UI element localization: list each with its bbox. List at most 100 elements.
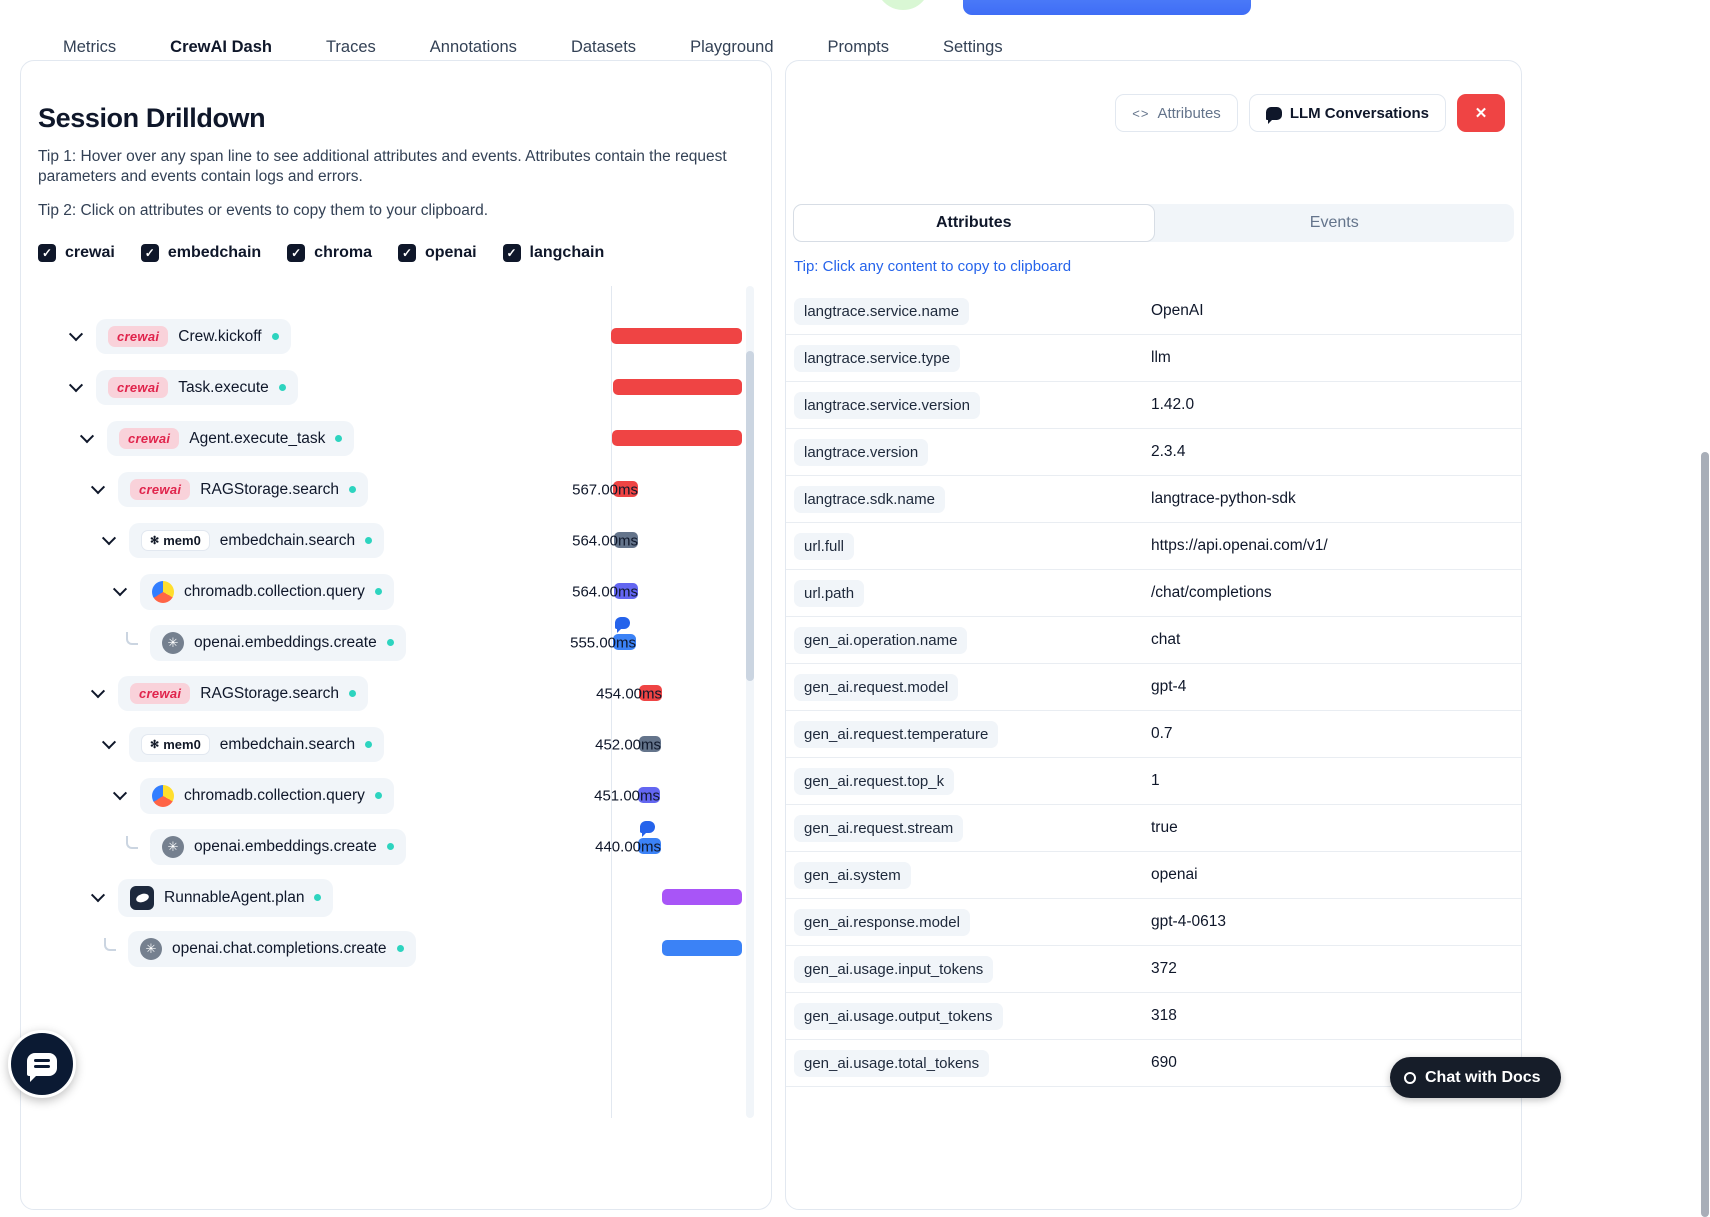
attribute-value[interactable]: gpt-4 [1151, 678, 1187, 695]
attribute-key[interactable]: gen_ai.operation.name [794, 626, 968, 654]
attribute-row[interactable]: langtrace.service.version 1.42.0 [786, 382, 1521, 429]
attribute-row[interactable]: url.full https://api.openai.com/v1/ [786, 523, 1521, 570]
nav-tab-prompts[interactable]: Prompts [827, 37, 889, 56]
attribute-row[interactable]: gen_ai.request.temperature 0.7 [786, 711, 1521, 758]
span-chip[interactable]: crewai RAGStorage.search [118, 676, 368, 711]
span-bar[interactable] [662, 889, 742, 905]
attribute-row[interactable]: gen_ai.request.model gpt-4 [786, 664, 1521, 711]
chevron-down-icon[interactable] [112, 581, 128, 596]
span-bar[interactable] [613, 634, 636, 650]
span-bar[interactable] [612, 430, 742, 446]
attribute-row[interactable]: langtrace.version 2.3.4 [786, 429, 1521, 476]
attribute-value[interactable]: gpt-4-0613 [1151, 913, 1226, 930]
attribute-key[interactable]: langtrace.service.version [794, 391, 980, 419]
attribute-row[interactable]: gen_ai.usage.input_tokens 372 [786, 946, 1521, 993]
span-chip[interactable]: RunnableAgent.plan [118, 878, 334, 917]
tree-scrollbar-thumb[interactable] [746, 351, 754, 681]
attribute-value[interactable]: 318 [1151, 1007, 1177, 1024]
credits-button[interactable]: Get more FREE credits for feedback » [963, 0, 1251, 15]
span-chip[interactable]: crewai Task.execute [96, 370, 298, 405]
attribute-value[interactable]: 1 [1151, 772, 1160, 789]
attribute-key[interactable]: gen_ai.usage.output_tokens [794, 1002, 1003, 1030]
attribute-value[interactable]: OpenAI [1151, 302, 1204, 319]
chevron-down-icon[interactable] [101, 734, 117, 749]
attribute-key[interactable]: gen_ai.usage.input_tokens [794, 955, 994, 983]
span-chip[interactable]: ✻ mem0 embedchain.search [129, 727, 385, 762]
attribute-key[interactable]: url.path [794, 579, 865, 607]
page-scrollbar[interactable] [1701, 452, 1709, 1217]
filter-checkbox-openai[interactable]: ✓ openai [397, 244, 477, 263]
attribute-row[interactable]: langtrace.service.type llm [786, 335, 1521, 382]
attribute-value[interactable]: 0.7 [1151, 725, 1173, 742]
attribute-key[interactable]: gen_ai.system [794, 861, 911, 889]
filter-checkbox-langchain[interactable]: ✓ langchain [502, 244, 604, 263]
attribute-row[interactable]: gen_ai.system openai [786, 852, 1521, 899]
attributes-button[interactable]: <> Attributes [1115, 94, 1238, 132]
attribute-key[interactable]: gen_ai.usage.total_tokens [794, 1049, 990, 1077]
span-bar[interactable] [639, 685, 662, 701]
chat-with-docs-button[interactable]: Chat with Docs [1390, 1057, 1561, 1098]
chat-widget-button[interactable] [8, 1030, 76, 1098]
attribute-value[interactable]: 372 [1151, 960, 1177, 977]
nav-tab-annotations[interactable]: Annotations [429, 37, 517, 56]
attribute-value[interactable]: 1.42.0 [1151, 396, 1195, 413]
nav-tab-datasets[interactable]: Datasets [570, 37, 637, 56]
span-chip[interactable]: crewai RAGStorage.search [118, 472, 368, 507]
inspector-tab-events[interactable]: Events [1309, 214, 1359, 231]
attribute-row[interactable]: gen_ai.response.model gpt-4-0613 [786, 899, 1521, 946]
span-bar[interactable] [662, 940, 742, 956]
attribute-key[interactable]: gen_ai.request.stream [794, 814, 964, 842]
span-bar[interactable] [613, 481, 638, 497]
attribute-value[interactable]: langtrace-python-sdk [1151, 490, 1296, 507]
inspector-tab-attributes[interactable]: Attributes [793, 204, 1155, 242]
attribute-key[interactable]: langtrace.sdk.name [794, 485, 945, 513]
chevron-down-icon[interactable] [90, 683, 106, 698]
attribute-row[interactable]: gen_ai.request.top_k 1 [786, 758, 1521, 805]
span-chip[interactable]: crewai Agent.execute_task [107, 421, 355, 456]
chevron-down-icon[interactable] [90, 887, 106, 902]
avatar[interactable] [872, 0, 934, 14]
attribute-key[interactable]: gen_ai.request.top_k [794, 767, 955, 795]
span-chip[interactable]: chromadb.collection.query [140, 777, 394, 814]
attribute-key[interactable]: url.full [794, 532, 855, 560]
attribute-row[interactable]: langtrace.service.name OpenAI [786, 288, 1521, 335]
filter-checkbox-embedchain[interactable]: ✓ embedchain [140, 244, 261, 263]
filter-checkbox-chroma[interactable]: ✓ chroma [287, 244, 372, 263]
attribute-key[interactable]: gen_ai.request.temperature [794, 720, 999, 748]
span-bar[interactable] [639, 736, 661, 752]
nav-tab-playground[interactable]: Playground [690, 37, 774, 56]
close-button[interactable]: ✕ [1457, 94, 1505, 132]
chevron-down-icon[interactable] [112, 785, 128, 800]
attribute-row[interactable]: gen_ai.usage.total_tokens 690 [786, 1040, 1521, 1087]
attribute-value[interactable]: 2.3.4 [1151, 443, 1186, 460]
chevron-down-icon[interactable] [68, 326, 84, 341]
attribute-value[interactable]: /chat/completions [1151, 584, 1272, 601]
attribute-value[interactable]: chat [1151, 631, 1181, 648]
attribute-value[interactable]: true [1151, 819, 1178, 836]
attribute-value[interactable]: 690 [1151, 1054, 1177, 1071]
span-chip[interactable]: ✳ openai.chat.completions.create [128, 930, 416, 967]
chevron-down-icon[interactable] [101, 530, 117, 545]
filter-checkbox-crewai[interactable]: ✓ crewai [38, 244, 115, 263]
attribute-key[interactable]: gen_ai.request.model [794, 673, 959, 701]
attribute-value[interactable]: https://api.openai.com/v1/ [1151, 537, 1328, 554]
attribute-value[interactable]: openai [1151, 866, 1198, 883]
span-chip[interactable]: ✻ mem0 embedchain.search [129, 523, 385, 558]
span-bar[interactable] [638, 838, 661, 854]
span-chip[interactable]: crewai Crew.kickoff [96, 319, 291, 354]
span-bar[interactable] [638, 787, 660, 803]
chevron-down-icon[interactable] [79, 428, 95, 443]
attribute-value[interactable]: llm [1151, 349, 1171, 366]
attribute-row[interactable]: gen_ai.operation.name chat [786, 617, 1521, 664]
span-bar[interactable] [614, 532, 638, 548]
attribute-key[interactable]: langtrace.service.name [794, 297, 970, 325]
attribute-key[interactable]: langtrace.version [794, 438, 929, 466]
chevron-down-icon[interactable] [68, 377, 84, 392]
nav-tab-traces[interactable]: Traces [325, 37, 376, 56]
span-chip[interactable]: chromadb.collection.query [140, 573, 394, 610]
nav-tab-settings[interactable]: Settings [942, 37, 1003, 56]
span-bar[interactable] [613, 379, 742, 395]
nav-tab-metrics[interactable]: Metrics [63, 37, 117, 56]
span-chip[interactable]: ✳ openai.embeddings.create [150, 828, 406, 865]
span-chip[interactable]: ✳ openai.embeddings.create [150, 624, 406, 661]
